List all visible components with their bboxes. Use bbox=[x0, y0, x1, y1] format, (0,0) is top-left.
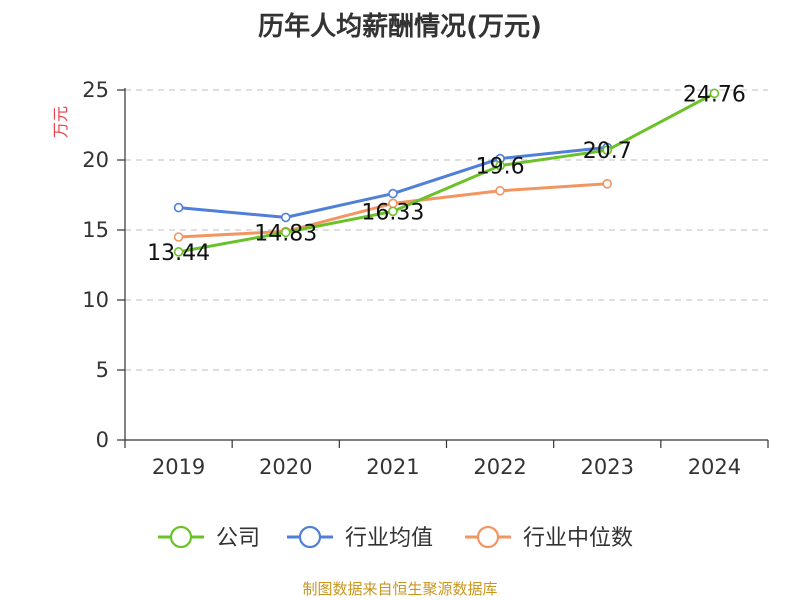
data-point bbox=[495, 186, 505, 196]
chart-title: 历年人均薪酬情况(万元) bbox=[258, 12, 542, 42]
data-point bbox=[709, 88, 720, 99]
y-tick-label: 0 bbox=[96, 428, 109, 452]
data-label: 19.6 bbox=[476, 155, 525, 180]
y-tick-label: 15 bbox=[82, 218, 109, 242]
x-tick-label: 2020 bbox=[259, 455, 312, 479]
data-point bbox=[280, 212, 291, 223]
data-point bbox=[388, 206, 398, 217]
data-point bbox=[388, 188, 398, 199]
x-tick-label: 2024 bbox=[688, 455, 741, 479]
grid-lines bbox=[125, 89, 768, 371]
data-point bbox=[495, 160, 505, 171]
legend-item: 行业中位数 bbox=[465, 525, 633, 551]
source-note: 制图数据来自恒生聚源数据库 bbox=[302, 580, 498, 598]
y-tick-label: 20 bbox=[82, 148, 109, 172]
legend-item: 行业均值 bbox=[287, 525, 433, 551]
y-tick-label: 25 bbox=[82, 78, 109, 102]
legend-label: 公司 bbox=[216, 526, 260, 551]
x-tick-label: 2023 bbox=[581, 455, 634, 479]
axes: 0 5 10 15 20 25 2019 2020 2021 2022 2023 2024 bbox=[82, 78, 769, 479]
legend: 公司 行业均值 行业中位数 bbox=[158, 525, 633, 551]
series-0 bbox=[173, 88, 720, 257]
data-point bbox=[173, 247, 184, 257]
data-point bbox=[173, 202, 184, 213]
series-1 bbox=[173, 142, 613, 223]
y-tick-label: 5 bbox=[96, 358, 109, 382]
series-lines bbox=[173, 88, 720, 257]
legend-marker bbox=[169, 525, 193, 549]
data-label: 20.7 bbox=[583, 139, 632, 164]
x-tick-label: 2022 bbox=[473, 455, 526, 479]
data-point bbox=[602, 179, 613, 189]
legend-label: 行业中位数 bbox=[523, 526, 633, 551]
data-point bbox=[173, 232, 184, 242]
series-line bbox=[178, 92, 716, 254]
y-axis-label: 万元 bbox=[51, 106, 70, 138]
data-point bbox=[280, 227, 291, 238]
data-label: 24.76 bbox=[683, 82, 746, 107]
data-label: 13.44 bbox=[147, 241, 210, 266]
y-tick-label: 10 bbox=[82, 288, 109, 312]
legend-marker bbox=[476, 525, 500, 549]
x-tick-label: 2019 bbox=[152, 455, 205, 479]
legend-marker bbox=[298, 525, 322, 549]
legend-item: 公司 bbox=[158, 525, 260, 551]
data-label: 16.33 bbox=[361, 200, 424, 225]
data-label: 14.83 bbox=[254, 221, 317, 246]
data-labels: 13.44 14.83 16.33 19.6 20.7 24.76 bbox=[147, 82, 746, 265]
x-tick-label: 2021 bbox=[366, 455, 419, 479]
legend-label: 行业均值 bbox=[345, 526, 433, 551]
data-point bbox=[602, 145, 613, 155]
